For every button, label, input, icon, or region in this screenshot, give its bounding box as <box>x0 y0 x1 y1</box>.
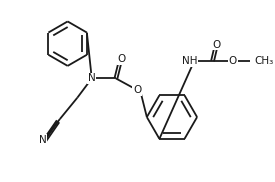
Text: N: N <box>39 135 46 145</box>
Text: O: O <box>118 54 126 64</box>
Text: N: N <box>88 74 96 83</box>
Text: O: O <box>212 40 221 50</box>
Text: O: O <box>133 85 141 95</box>
Text: CH₃: CH₃ <box>254 56 273 66</box>
Text: O: O <box>229 56 237 66</box>
Text: NH: NH <box>182 56 197 66</box>
